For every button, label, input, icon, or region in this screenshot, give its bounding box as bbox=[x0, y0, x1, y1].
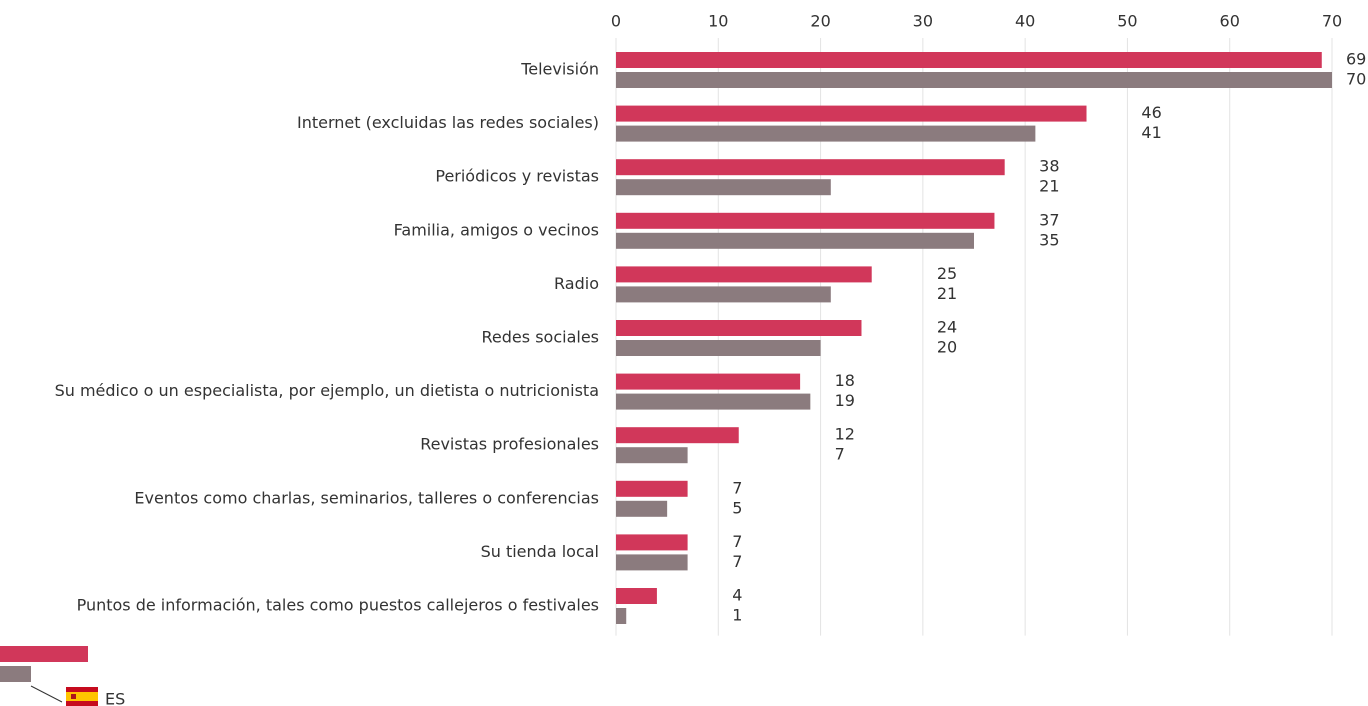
value-label: 19 bbox=[835, 391, 855, 410]
bar bbox=[616, 447, 688, 464]
value-label: 24 bbox=[937, 318, 957, 337]
legend: ES bbox=[30, 685, 125, 706]
value-label: 21 bbox=[937, 284, 957, 303]
x-tick-label: 60 bbox=[1220, 12, 1240, 31]
value-label: 37 bbox=[1039, 210, 1059, 229]
legend-swatch bbox=[0, 666, 31, 682]
x-tick-label: 20 bbox=[810, 12, 830, 31]
value-label: 35 bbox=[1039, 230, 1059, 249]
bar bbox=[616, 179, 831, 196]
value-label: 41 bbox=[1141, 123, 1161, 142]
value-label: 38 bbox=[1039, 157, 1059, 176]
x-tick-label: 0 bbox=[611, 12, 621, 31]
value-label: 7 bbox=[732, 532, 742, 551]
x-tick-label: 50 bbox=[1117, 12, 1137, 31]
legend-label: ES bbox=[105, 690, 125, 706]
value-label: 69 bbox=[1346, 50, 1366, 69]
bar bbox=[616, 608, 627, 624]
bar bbox=[616, 212, 995, 229]
value-label: 21 bbox=[1039, 177, 1059, 196]
value-label: 7 bbox=[732, 552, 742, 571]
flag-emblem bbox=[71, 694, 76, 699]
flag-stripe bbox=[66, 692, 98, 701]
category-label: Redes sociales bbox=[482, 328, 599, 347]
x-tick-label: 30 bbox=[913, 12, 933, 31]
bar bbox=[616, 72, 1332, 88]
value-label: 12 bbox=[835, 425, 855, 444]
value-label: 7 bbox=[732, 478, 742, 497]
bar bbox=[616, 232, 974, 249]
bar bbox=[616, 320, 862, 336]
legend-leader bbox=[30, 685, 63, 703]
bar bbox=[616, 480, 688, 497]
bar bbox=[616, 373, 801, 390]
legend-swatch bbox=[0, 646, 88, 662]
value-label: 4 bbox=[732, 586, 742, 605]
value-label: 18 bbox=[835, 371, 855, 390]
bar bbox=[616, 266, 872, 283]
category-label: Televisión bbox=[520, 60, 599, 79]
value-label: 5 bbox=[732, 498, 742, 517]
value-label: 46 bbox=[1141, 103, 1161, 122]
category-label: Su médico o un especialista, por ejemplo… bbox=[55, 381, 599, 400]
bar bbox=[616, 588, 657, 604]
bar bbox=[616, 427, 739, 444]
flag-es bbox=[66, 687, 98, 706]
value-label: 25 bbox=[937, 264, 957, 283]
bar bbox=[616, 286, 831, 303]
value-label: 70 bbox=[1346, 70, 1366, 89]
value-label: 1 bbox=[732, 606, 742, 625]
category-label: Familia, amigos o vecinos bbox=[394, 220, 599, 239]
x-tick-label: 40 bbox=[1015, 12, 1035, 31]
bar bbox=[616, 105, 1087, 122]
bar bbox=[616, 554, 688, 571]
bar bbox=[616, 159, 1005, 176]
category-label: Radio bbox=[554, 274, 599, 293]
category-label: Internet (excluidas las redes sociales) bbox=[297, 113, 599, 132]
bar bbox=[616, 125, 1036, 142]
category-label: Periódicos y revistas bbox=[435, 167, 599, 186]
bar bbox=[616, 340, 821, 356]
category-label: Eventos como charlas, seminarios, taller… bbox=[134, 488, 599, 507]
bar bbox=[616, 393, 811, 410]
category-label: Su tienda local bbox=[481, 542, 599, 561]
bar bbox=[616, 500, 668, 517]
category-label: Revistas profesionales bbox=[420, 435, 599, 454]
x-tick-label: 10 bbox=[708, 12, 728, 31]
value-label: 20 bbox=[937, 338, 957, 357]
value-label: 7 bbox=[835, 445, 845, 464]
category-label: Puntos de información, tales como puesto… bbox=[77, 596, 599, 615]
bar bbox=[616, 534, 688, 551]
bar bbox=[616, 52, 1322, 68]
x-tick-label: 70 bbox=[1322, 12, 1342, 31]
